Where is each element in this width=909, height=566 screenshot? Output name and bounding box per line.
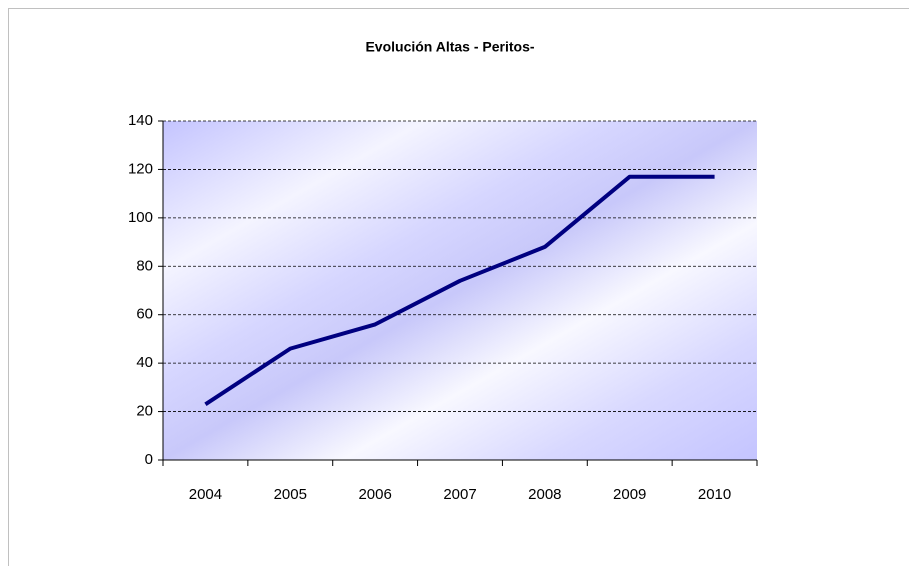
y-tick-label: 60 xyxy=(136,306,153,323)
y-tick-label: 100 xyxy=(128,209,153,226)
data-line xyxy=(204,174,715,406)
x-tick-label: 2005 xyxy=(274,486,307,503)
x-tick-label: 2008 xyxy=(528,486,561,503)
x-tick-label: 2006 xyxy=(358,486,391,503)
y-tick-label: 40 xyxy=(136,354,153,371)
chart-title: Evolución Altas - Peritos- xyxy=(365,39,534,55)
y-tick-label: 120 xyxy=(128,160,153,177)
y-tick-label: 20 xyxy=(136,403,153,420)
y-tick-label: 0 xyxy=(145,451,153,468)
x-tick-label: 2007 xyxy=(443,486,476,503)
y-tick-label: 80 xyxy=(136,257,153,274)
plot-area xyxy=(163,121,757,460)
x-tick-label: 2004 xyxy=(189,486,222,503)
y-tick-label: 140 xyxy=(128,112,153,129)
x-tick-label: 2010 xyxy=(698,486,731,503)
x-tick-label: 2009 xyxy=(613,486,646,503)
